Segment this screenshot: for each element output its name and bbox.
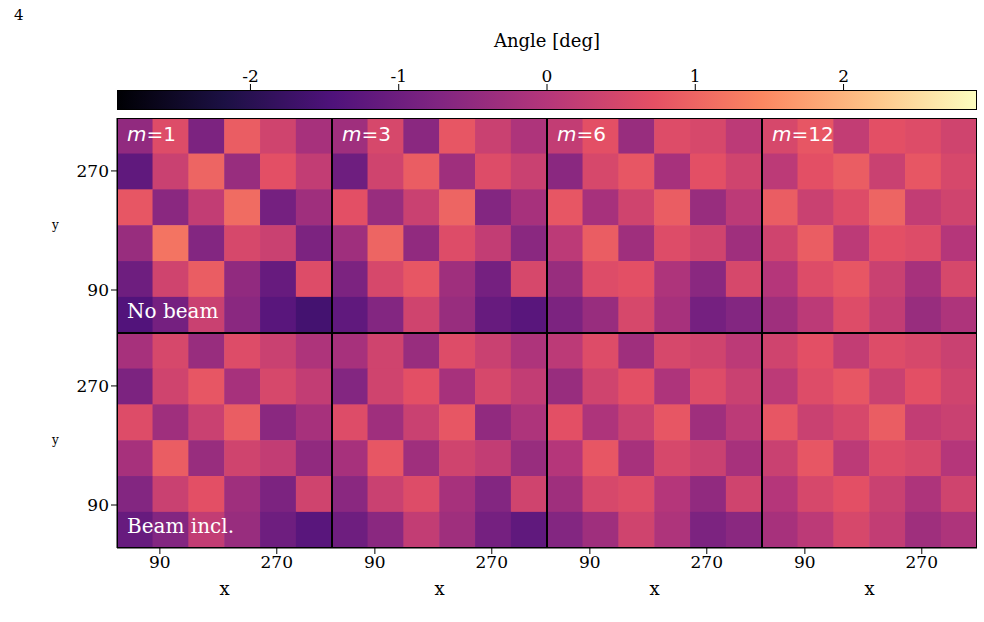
svg-text:270: 270: [691, 552, 723, 572]
svg-text:90: 90: [149, 552, 171, 572]
svg-text:0: 0: [542, 66, 553, 86]
svg-text:90: 90: [794, 552, 816, 572]
svg-text:-1: -1: [390, 66, 407, 86]
svg-text:270: 270: [906, 552, 938, 572]
html-text:Angle [deg]: Angle [deg]: [494, 30, 600, 51]
svg-text:270: 270: [77, 161, 109, 181]
html-text:m =6: m =6: [557, 122, 606, 146]
html-text:4: 4: [14, 6, 24, 24]
svg-text:1: 1: [690, 66, 701, 86]
svg-text:90: 90: [87, 280, 109, 300]
html-text:x: x: [864, 578, 875, 599]
html-text:x: x: [219, 578, 230, 599]
html-text:Beam incl.: Beam incl.: [127, 514, 234, 538]
svg-text:90: 90: [364, 552, 386, 572]
svg-text:2: 2: [838, 66, 849, 86]
html-text:y: y: [52, 432, 59, 447]
svg-text:90: 90: [87, 495, 109, 515]
svg-text:90: 90: [579, 552, 601, 572]
svg-text:-2: -2: [242, 66, 259, 86]
html-text:x: x: [434, 578, 445, 599]
svg-text:270: 270: [261, 552, 293, 572]
svg-text:270: 270: [476, 552, 508, 572]
html-text:m =3: m =3: [342, 122, 391, 146]
html-text:x: x: [649, 578, 660, 599]
html-text:m =12: m =12: [772, 122, 834, 146]
html-text:y: y: [52, 217, 59, 232]
html-text:No beam: No beam: [127, 299, 219, 323]
html-text:m =1: m =1: [127, 122, 176, 146]
svg-text:270: 270: [77, 376, 109, 396]
